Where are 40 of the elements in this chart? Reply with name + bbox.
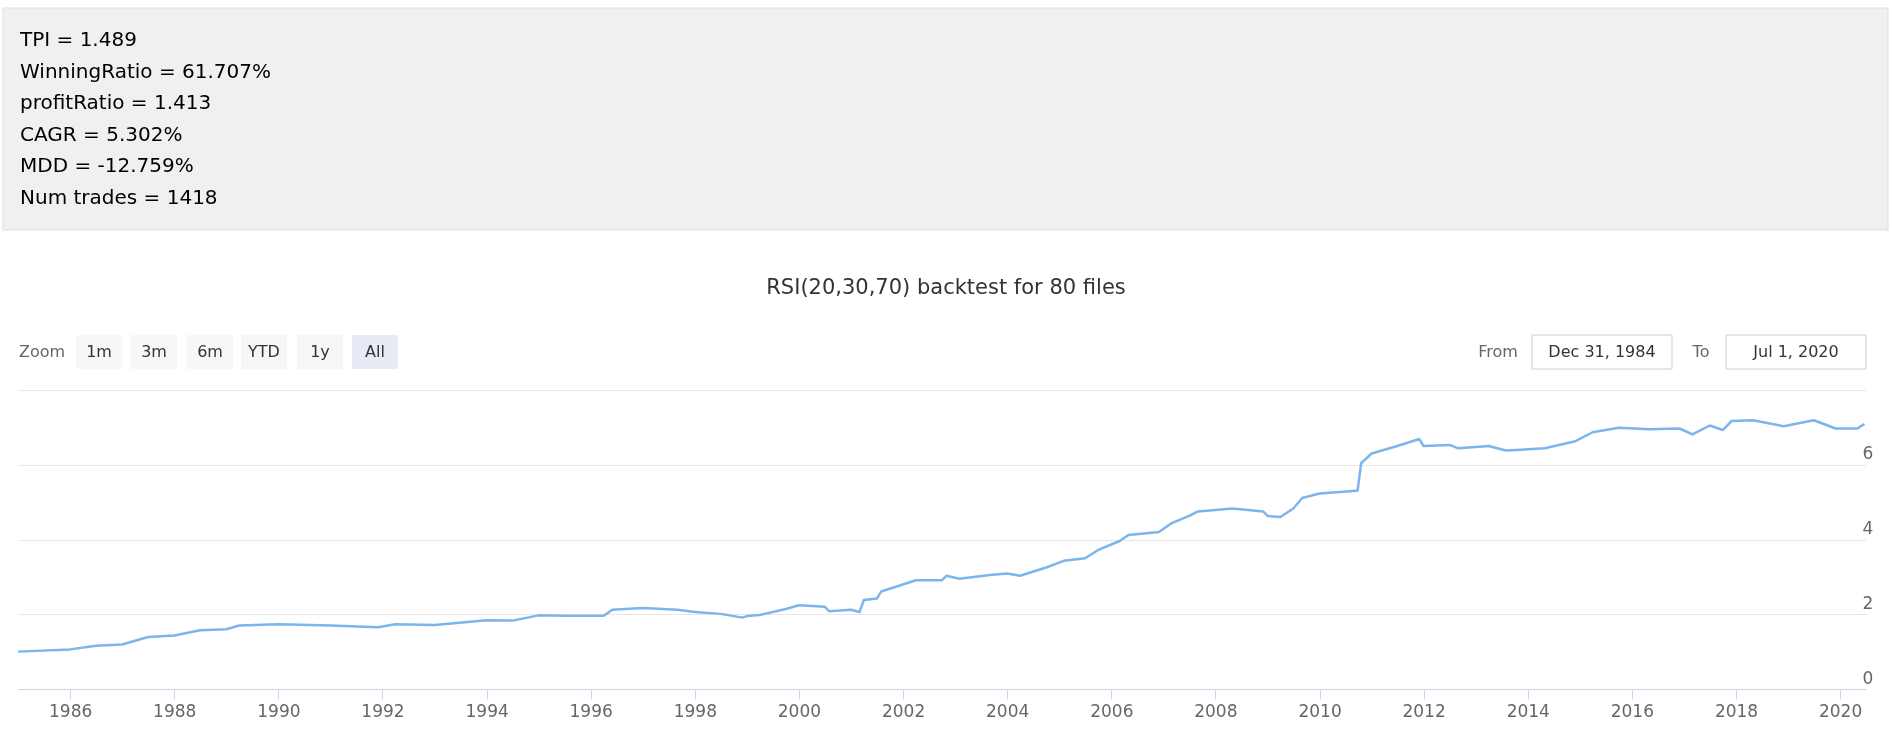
- x-tick-label: 1996: [569, 700, 613, 721]
- text: Dec 31, 1984: [1548, 342, 1656, 361]
- y-tick-label: 0: [1862, 667, 1874, 688]
- x-tick-label: 2004: [986, 700, 1030, 721]
- text: TPI = 1.489: [19, 27, 137, 51]
- text: MDD = -12.759%: [20, 153, 194, 177]
- text: YTD: [247, 342, 280, 361]
- text: Num trades = 1418: [20, 184, 218, 209]
- x-tick-label: 2006: [1090, 700, 1134, 721]
- x-tick-label: 2016: [1610, 700, 1654, 721]
- y-tick-label: 6: [1862, 443, 1874, 464]
- x-tick-label: 2010: [1298, 700, 1342, 721]
- x-tick-label: 2014: [1506, 700, 1550, 721]
- x-tick-label: 2012: [1402, 700, 1446, 721]
- text: 6m: [197, 342, 223, 361]
- text: profitRatio = 1.413: [20, 90, 212, 114]
- text: Jul 1, 2020: [1752, 342, 1839, 361]
- x-tick-label: 2002: [881, 700, 926, 721]
- x-tick-label: 1998: [673, 700, 717, 721]
- text: Zoom: [18, 342, 66, 361]
- y-tick-label: 2: [1862, 592, 1874, 613]
- text: CAGR = 5.302%: [20, 121, 183, 146]
- x-tick-label: 1994: [465, 700, 509, 721]
- text: From: [1478, 342, 1518, 361]
- x-tick-label: 2020: [1818, 700, 1863, 721]
- text: To: [1691, 342, 1710, 361]
- x-tick-label: 1990: [257, 700, 301, 721]
- text: 1y: [310, 342, 330, 361]
- y-tick-label: 4: [1862, 518, 1874, 538]
- text: 1m: [86, 342, 112, 361]
- x-tick-label: 2000: [777, 700, 822, 721]
- text: All: [365, 342, 385, 361]
- x-tick-label: 1992: [361, 700, 405, 721]
- chart-title: RSI(20,30,70) backtest for 80 files: [766, 275, 1126, 299]
- text: 3m: [141, 342, 167, 361]
- x-tick-label: 2018: [1714, 700, 1759, 721]
- x-tick-label: 2008: [1194, 700, 1238, 721]
- x-tick-label: 1986: [49, 700, 93, 721]
- text: WinningRatio = 61.707%: [20, 58, 271, 83]
- x-tick-label: 1988: [153, 700, 197, 721]
